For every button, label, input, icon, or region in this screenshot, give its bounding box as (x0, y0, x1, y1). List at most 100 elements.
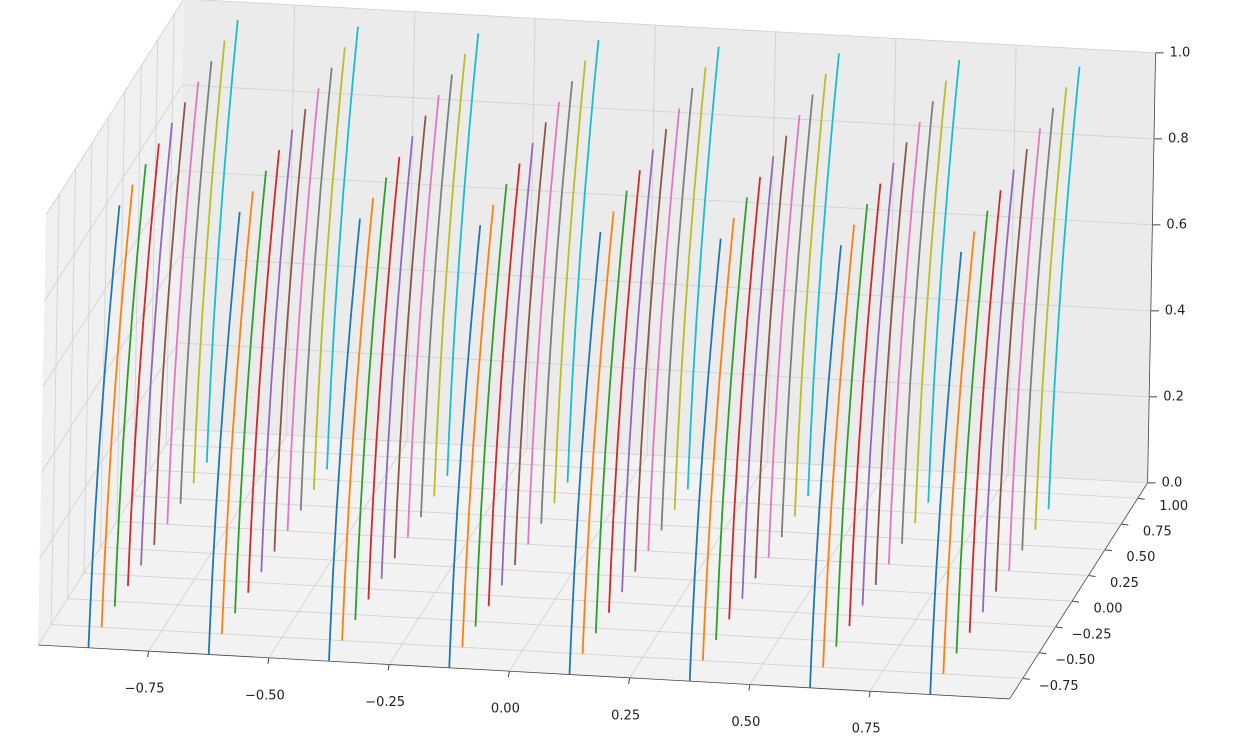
curve (608, 170, 641, 613)
y-tick-label: 0.50 (1126, 550, 1155, 565)
grid-line (388, 448, 528, 665)
grid-line (67, 598, 1040, 654)
curve (634, 128, 668, 572)
curve (927, 59, 961, 503)
curve (809, 245, 842, 688)
curve (822, 224, 856, 668)
curve (299, 67, 333, 511)
curve (929, 251, 963, 695)
grid-line (45, 0, 184, 216)
grid-line (116, 521, 1089, 576)
grid-line (196, 0, 1156, 54)
curve (341, 197, 375, 641)
grid-line (182, 84, 1155, 140)
curve (87, 205, 121, 648)
curve (380, 136, 414, 579)
x-tick-label: 0.00 (491, 702, 520, 717)
grid-line (179, 256, 1151, 312)
curve (848, 183, 882, 627)
grid-line (767, 31, 776, 462)
curve (140, 122, 173, 566)
curve (968, 190, 1002, 633)
curve (767, 115, 801, 558)
y-tick-label: 1.00 (1159, 499, 1188, 514)
grid-line (180, 170, 1153, 226)
grid-line (51, 624, 1023, 679)
curve (406, 95, 440, 538)
z-tick-label: 0.0 (1162, 475, 1183, 490)
curve (260, 129, 294, 573)
curve (780, 94, 814, 538)
curve (328, 218, 361, 662)
curve (367, 156, 401, 600)
curve (807, 53, 840, 496)
curve (995, 148, 1028, 592)
curve (247, 150, 281, 593)
curve (220, 191, 254, 634)
curve (673, 67, 707, 510)
curve (566, 39, 600, 483)
y-tick (1055, 626, 1063, 629)
y-tick-label: −0.50 (1055, 653, 1095, 668)
curve (981, 169, 1015, 613)
grid-line (177, 342, 1150, 398)
curve (448, 225, 482, 668)
curve (433, 53, 466, 497)
y-tick (1137, 497, 1145, 500)
curve (754, 135, 788, 579)
curve (621, 149, 654, 593)
curve (446, 33, 480, 476)
axis-line (1147, 52, 1156, 483)
z-tick-label: 0.8 (1168, 131, 1189, 146)
grid-line (175, 428, 1148, 484)
axis-line (1009, 482, 1148, 700)
curve (474, 184, 508, 627)
x-tick (267, 657, 270, 664)
x-tick (507, 671, 510, 678)
curve (207, 211, 241, 655)
grid-line (83, 572, 1056, 628)
curve (686, 46, 720, 490)
grid-line (133, 495, 1105, 551)
curve (688, 238, 722, 682)
grid-line (887, 38, 897, 469)
curve (500, 142, 534, 586)
x-tick (387, 664, 390, 671)
curve (728, 176, 762, 620)
y-tick (1088, 574, 1096, 577)
curve (581, 211, 615, 654)
x-tick-label: 0.50 (731, 715, 760, 730)
curve (553, 60, 587, 504)
curve (1047, 66, 1081, 510)
x-tick (147, 651, 150, 658)
curve (420, 74, 453, 518)
curve (354, 177, 388, 621)
grid-line (149, 40, 159, 471)
curve (166, 81, 200, 525)
y-tick (1039, 652, 1047, 655)
y-tick (1022, 677, 1030, 680)
curve (527, 101, 560, 545)
grid-line (165, 14, 175, 445)
side-pane (38, 0, 184, 645)
curve (205, 19, 239, 463)
grid-line (646, 25, 656, 456)
curve (594, 190, 628, 634)
x-tick-label: −0.75 (125, 682, 165, 697)
grid-line (406, 11, 416, 442)
curve (461, 204, 495, 648)
grid-line (83, 142, 93, 573)
x-tick-label: −0.50 (245, 688, 285, 703)
curve (192, 40, 226, 484)
curve (1034, 87, 1068, 530)
grid-line (149, 469, 1122, 525)
curve (286, 88, 320, 532)
grid-line (100, 117, 109, 548)
curve (273, 108, 307, 552)
curve (326, 26, 359, 470)
y-tick (1104, 549, 1112, 552)
curve (100, 184, 134, 628)
curve (153, 102, 187, 545)
curve (715, 197, 748, 641)
z-tick-label: 1.0 (1170, 45, 1191, 60)
